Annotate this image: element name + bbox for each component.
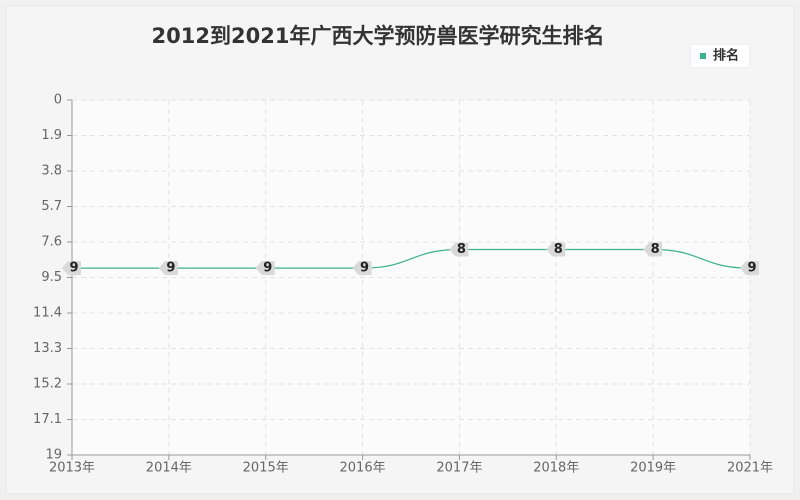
data-label: 9: [263, 261, 272, 276]
legend-marker: [700, 53, 706, 59]
x-tick-label: 2017年: [436, 461, 482, 476]
y-tick-label: 17.1: [33, 412, 62, 427]
data-label: 9: [69, 261, 78, 276]
data-label: 8: [554, 242, 563, 257]
x-tick-label: 2018年: [533, 461, 579, 476]
y-tick-label: 1.9: [41, 128, 62, 143]
x-tick-label: 2015年: [243, 461, 289, 476]
x-tick-label: 2016年: [340, 461, 386, 476]
data-label-bg: [158, 261, 178, 276]
data-label: 8: [457, 242, 466, 257]
legend-label[interactable]: 排名: [713, 48, 739, 64]
y-tick-label: 0: [54, 93, 62, 108]
y-tick-label: 15.2: [33, 377, 62, 392]
data-label-bg: [352, 261, 372, 276]
data-label: 9: [360, 261, 369, 276]
x-tick-label: 2019年: [630, 461, 676, 476]
data-label-bg: [255, 261, 275, 276]
data-label-bg: [643, 242, 663, 257]
y-tick-label: 9.5: [41, 270, 62, 285]
chart-title: 2012到2021年广西大学预防兽医学研究生排名: [152, 24, 605, 48]
x-tick-label: 2021年: [727, 461, 773, 476]
data-label-bg: [449, 242, 469, 257]
x-tick-label: 2014年: [146, 461, 192, 476]
data-label-bg: [546, 242, 566, 257]
data-label: 9: [166, 261, 175, 276]
y-tick-label: 19: [45, 448, 62, 463]
x-tick-label: 2013年: [49, 461, 95, 476]
legend-box: [689, 43, 751, 69]
data-label: 9: [747, 261, 756, 276]
y-tick-label: 11.4: [33, 306, 62, 321]
data-label-bg: [740, 261, 759, 276]
y-tick-label: 5.7: [41, 199, 62, 214]
data-label-bg: [62, 261, 81, 276]
y-tick-label: 13.3: [33, 341, 62, 356]
y-tick-label: 3.8: [41, 164, 62, 179]
data-label: 8: [651, 242, 660, 257]
y-tick-label: 7.6: [41, 235, 62, 250]
